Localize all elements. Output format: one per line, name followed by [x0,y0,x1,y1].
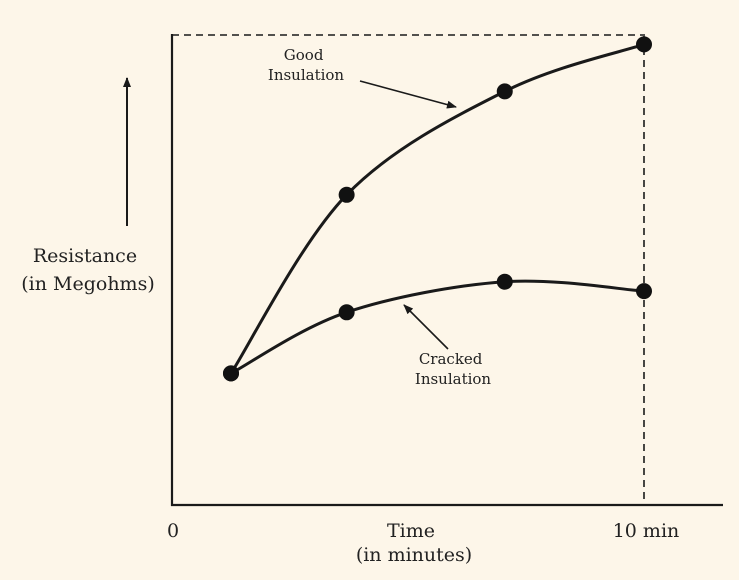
cracked-insulation-point [223,365,239,382]
cracked-insulation-point [496,273,513,290]
y-axis-label: Resistance (in Megohms) [21,245,154,295]
cracked-insulation-curve [230,279,645,375]
cracked-insulation-label-line-1: Cracked [419,350,483,368]
good-insulation-label: Good Insulation [268,46,345,84]
good-insulation-point [338,186,355,203]
series-layer [223,36,652,382]
y-axis-label-line-2: (in Megohms) [21,273,154,295]
cracked-insulation-arrow [403,304,449,350]
good-insulation-label-line-1: Good [284,46,324,64]
good-insulation-point [496,83,513,100]
x-axis-label-line-1: Time [387,520,435,542]
x-tick-label-0: 0 [167,520,179,542]
good-insulation-point [636,36,652,53]
cracked-insulation-point [338,304,355,321]
good-insulation-curve [229,42,645,375]
good-insulation-label-line-2: Insulation [268,66,345,84]
cracked-insulation-point [636,283,652,300]
x-axis-label-line-2: (in minutes) [356,544,472,566]
cracked-insulation-label: Cracked Insulation [415,350,492,388]
cracked-insulation-label-line-2: Insulation [415,370,492,388]
good-insulation-arrow [359,80,457,109]
y-axis-label-line-1: Resistance [33,245,137,267]
x-axis-label: Time (in minutes) [356,520,472,566]
x-tick-label-10: 10 min [613,520,680,542]
